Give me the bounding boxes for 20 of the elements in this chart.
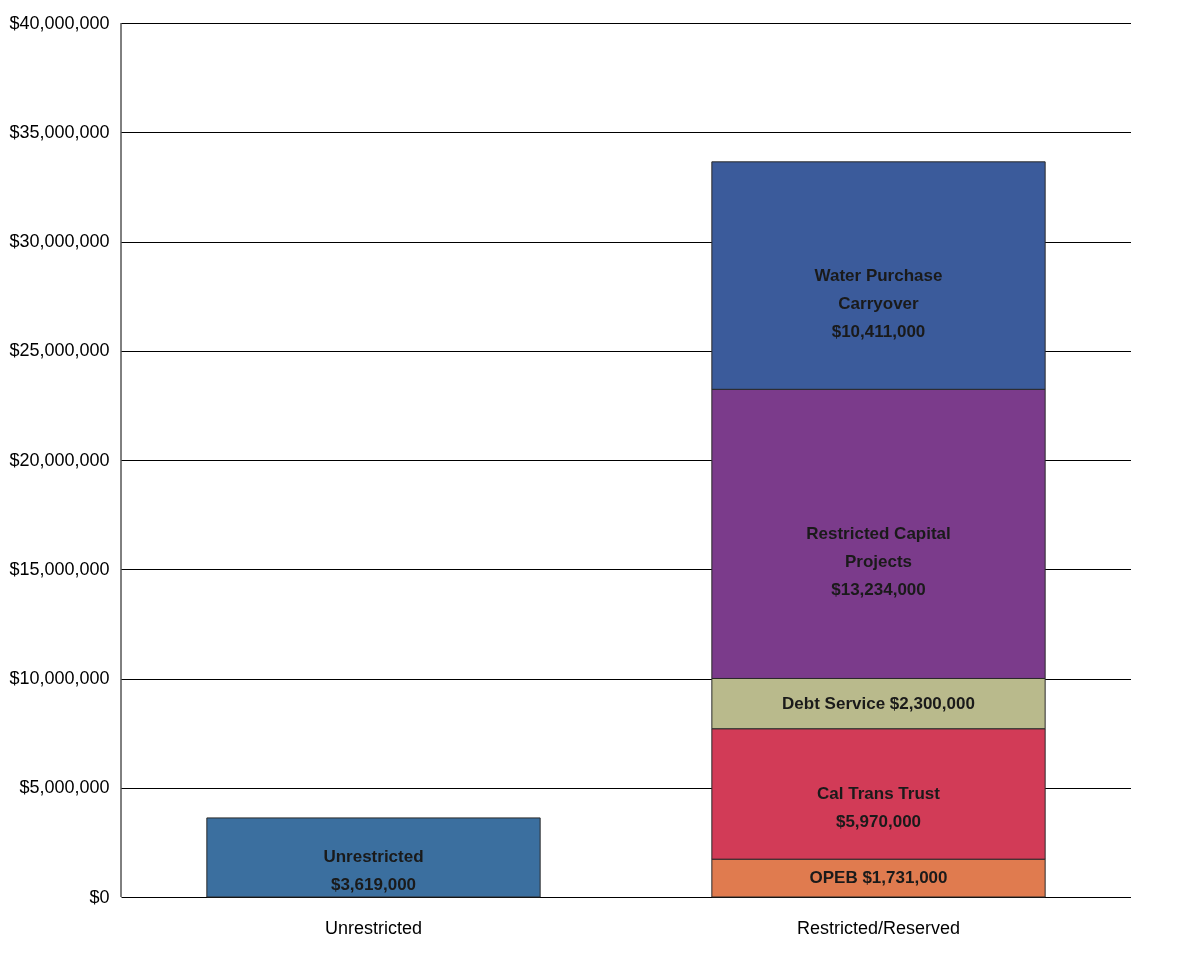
x-tick-label: Restricted/Reserved [796, 917, 961, 938]
data-label: $5,970,000 [835, 811, 922, 831]
series-label: Water Purchase Carryover [814, 265, 943, 313]
series-label: Cal Trans Trust [817, 783, 941, 803]
data-label: $13,234,000 [831, 579, 926, 599]
series-label: Unrestricted [323, 847, 424, 867]
y-tick-label: $15,000,000 [9, 558, 110, 579]
text: Debt Service $2,300,000 [782, 693, 975, 713]
y-tick-label: $10,000,000 [9, 668, 110, 688]
text: OPEB $1,731,000 [809, 868, 948, 888]
data-label: $10,411,000 [831, 321, 926, 341]
y-tick-label: $35,000,000 [9, 121, 110, 142]
y-tick-label: $30,000,000 [9, 231, 110, 251]
y-tick-label: $5,000,000 [19, 777, 110, 798]
series-label: Restricted Capital Projects [806, 523, 951, 571]
y-tick-label: $25,000,000 [9, 340, 110, 361]
y-tick-label: $20,000,000 [9, 449, 110, 470]
y-tick-label: $0 [89, 886, 110, 907]
data-label: $3,619,000 [330, 875, 417, 895]
y-tick-label: $40,000,000 [9, 12, 110, 33]
